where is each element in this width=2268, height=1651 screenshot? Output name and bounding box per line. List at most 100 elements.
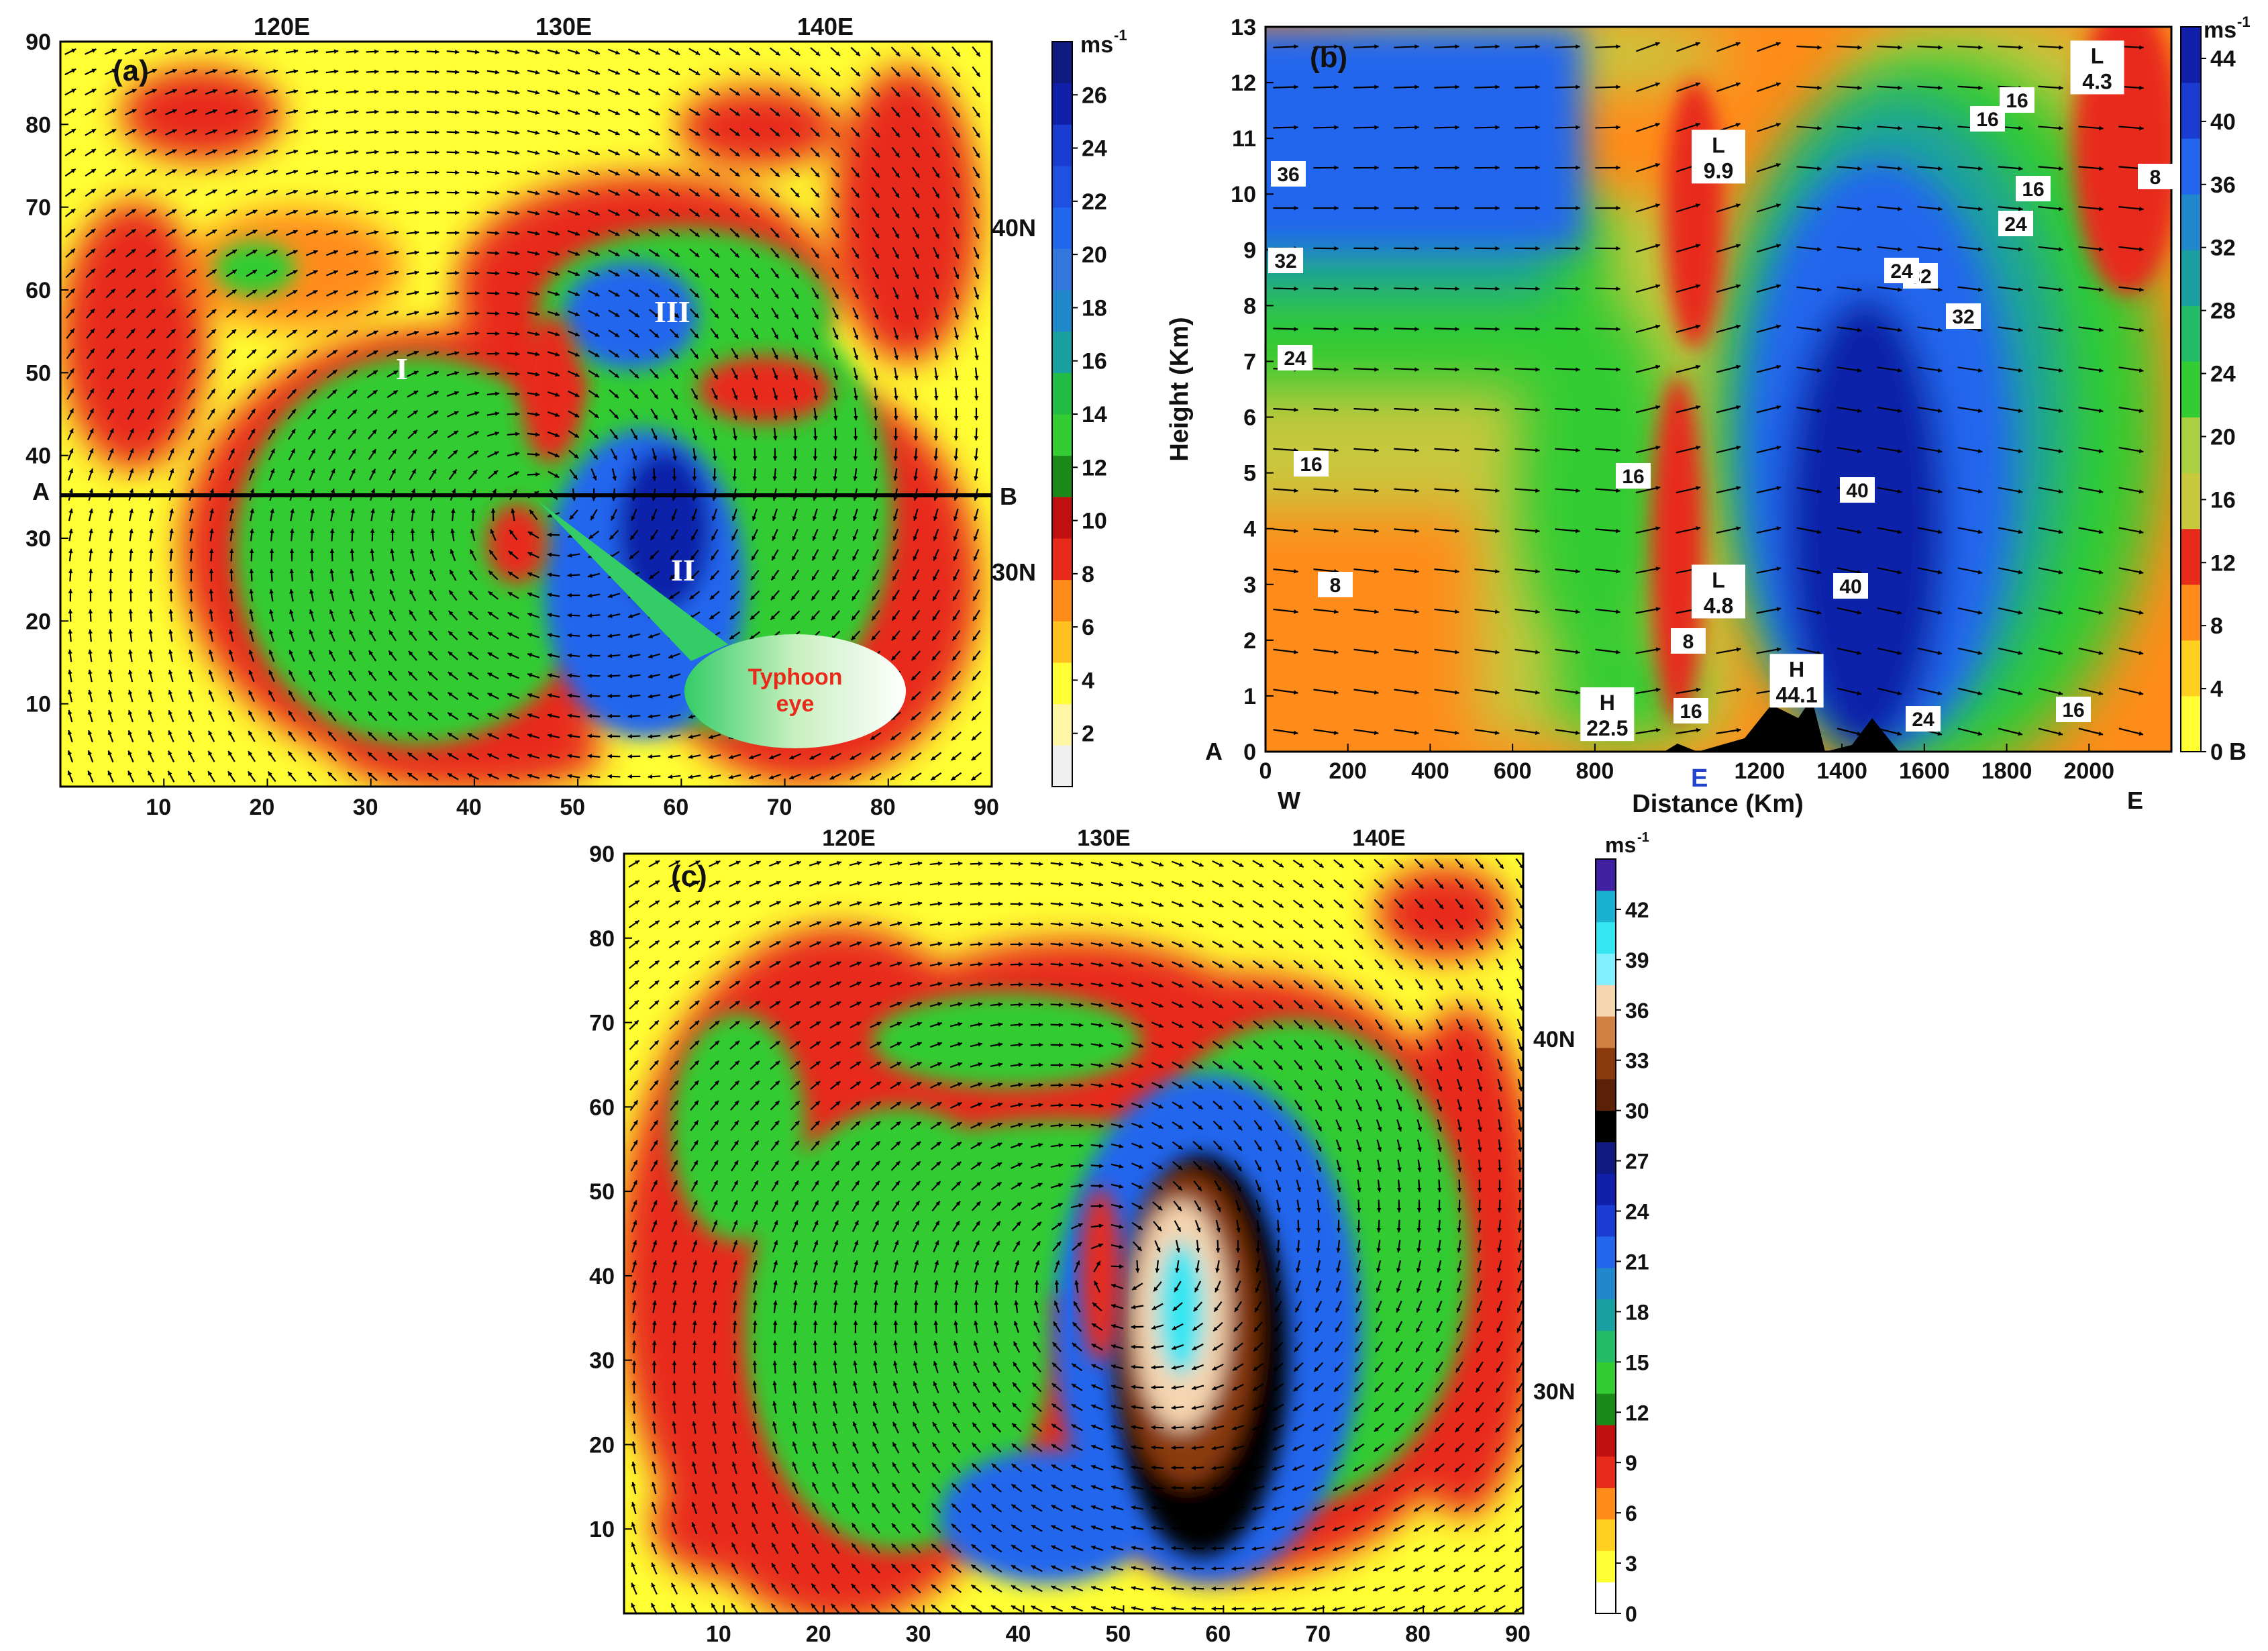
wind-vector-head: [1655, 122, 1660, 128]
wind-vector-head: [915, 152, 920, 158]
wind-vector-head: [953, 416, 959, 421]
wind-vector-head: [1294, 44, 1298, 49]
wind-vector-head: [349, 650, 354, 655]
panel-a-frame: [59, 40, 993, 788]
wind-vector: [1514, 448, 1540, 452]
wind-vector-head: [308, 751, 313, 756]
wind-vector-head: [1158, 942, 1164, 948]
wind-vector-head: [271, 369, 276, 374]
wind-vector-head: [1576, 44, 1580, 49]
wind-vector-head: [975, 254, 980, 259]
wind-vector-head: [495, 110, 500, 115]
wind-vector-head: [1898, 126, 1902, 131]
wind-vector-head: [1294, 125, 1298, 130]
wind-vector-head: [673, 394, 678, 399]
wind-vector-head: [935, 254, 939, 259]
wind-vector-head: [450, 549, 455, 554]
wind-vector-head: [835, 233, 839, 238]
wind-vector-head: [574, 90, 580, 95]
wind-vector-head: [354, 109, 359, 114]
panel_a-x-tick: 70: [767, 795, 792, 820]
wind-vector-head: [2138, 691, 2144, 696]
wind-vector: [1595, 328, 1620, 330]
wind-vector-head: [374, 130, 379, 135]
wind-vector-head: [587, 774, 592, 779]
wind-vector-head: [1339, 883, 1344, 888]
wind-vector-head: [772, 515, 777, 521]
wind-vector-head: [111, 89, 117, 93]
contour-label: 16: [2006, 90, 2028, 112]
wind-vector: [1877, 647, 1902, 655]
wind-vector-head: [414, 250, 419, 255]
wind-vector-head: [895, 112, 900, 117]
wind-vector-head: [615, 252, 620, 256]
wind-vector-head: [953, 516, 958, 521]
panel_a-x-tick: 90: [974, 795, 999, 820]
wind-vector: [1676, 446, 1701, 454]
wind-vector-head: [1776, 284, 1781, 289]
wind-vector-head: [792, 556, 796, 561]
wind-vector: [1635, 729, 1661, 734]
wind-vector-head: [229, 609, 234, 614]
wind-vector-head: [435, 130, 440, 135]
wind-vector-head: [495, 230, 500, 236]
wind-vector-head: [1459, 864, 1464, 869]
wind-vector-head: [1178, 923, 1184, 928]
wind-vector-head: [313, 189, 318, 195]
wind-vector-head: [1494, 730, 1500, 736]
wind-vector-head: [189, 609, 193, 614]
wind-vector-head: [1937, 328, 1943, 332]
panel_a-y-tick: 50: [25, 360, 51, 386]
wind-vector-head: [313, 209, 318, 215]
wind-vector-head: [293, 109, 299, 114]
wind-vector-head: [615, 191, 620, 196]
wind-vector-head: [2138, 368, 2144, 373]
wind-vector-head: [2098, 610, 2104, 615]
wind-vector-head: [172, 169, 177, 174]
wind-vector-head: [289, 548, 295, 553]
wind-vector-head: [648, 734, 653, 739]
wind-vector-head: [468, 693, 473, 697]
wind-vector-head: [515, 191, 520, 195]
wind-vector-head: [388, 670, 393, 676]
wind-vector: [2118, 286, 2144, 291]
wind-vector-head: [897, 861, 903, 866]
wind-vector-head: [394, 170, 399, 175]
wind-vector: [2078, 567, 2104, 574]
wind-vector: [1555, 689, 1580, 694]
wind-vector-head: [675, 131, 680, 136]
wind-vector-head: [595, 232, 600, 236]
wind-vector-head: [1776, 566, 1782, 571]
wind-vector-head: [148, 629, 153, 634]
wind-vector-head: [507, 592, 513, 597]
wind-vector-head: [913, 496, 918, 501]
wind-vector-head: [733, 395, 738, 400]
wind-vector-head: [913, 476, 918, 481]
wind-vector-head: [735, 50, 740, 56]
wind-vector: [1313, 328, 1339, 330]
wind-vector-head: [507, 652, 513, 657]
wind-vector: [1877, 126, 1902, 130]
wind-vector: [1273, 568, 1298, 572]
wind-vector-head: [794, 334, 798, 340]
wind-vector-head: [1198, 903, 1204, 907]
wind-vector-head: [595, 312, 600, 317]
wind-vector-head: [1857, 448, 1862, 454]
wind-vector-head: [111, 268, 115, 274]
wind-vector: [1353, 407, 1379, 411]
wind-vector-head: [776, 860, 781, 865]
wind-vector: [1998, 687, 2023, 695]
wind-vector-head: [2018, 45, 2023, 50]
wind-vector-head: [169, 489, 174, 493]
wind-vector-head: [1119, 882, 1124, 887]
wind-vector-head: [593, 434, 599, 439]
wind-vector-head: [329, 609, 334, 615]
wind-vector-head: [228, 670, 234, 675]
wind-vector-head: [735, 111, 740, 116]
contour-label-box: [1294, 451, 1329, 477]
wind-vector-head: [132, 129, 137, 134]
wind-vector-head: [354, 250, 358, 255]
wind-vector-head: [567, 774, 572, 779]
wind-vector-head: [755, 111, 760, 116]
wind-vector-head: [1655, 607, 1661, 611]
